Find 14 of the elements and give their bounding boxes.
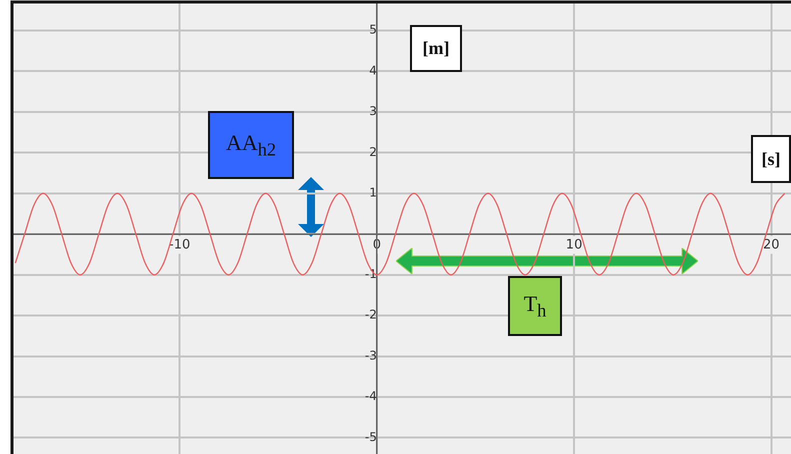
y-tick-label: 1 xyxy=(369,186,377,200)
annotation: [m] xyxy=(422,38,450,59)
y-tick-label: -2 xyxy=(364,308,377,322)
x-tick-label: -10 xyxy=(169,237,190,252)
annotation: AA$_{h2}$ xyxy=(226,130,276,160)
annotation: T$_{h}$ xyxy=(524,290,546,322)
y-tick-label: -5 xyxy=(364,430,377,444)
y-tick-label: 3 xyxy=(369,104,377,118)
y-tick-label: -3 xyxy=(364,348,377,362)
y-tick-label: 2 xyxy=(369,144,377,159)
x-tick-label: 10 xyxy=(566,237,582,252)
x-tick-label: 20 xyxy=(763,237,780,252)
y-tick-label: 5 xyxy=(369,22,377,37)
annotation: [s] xyxy=(762,148,780,170)
